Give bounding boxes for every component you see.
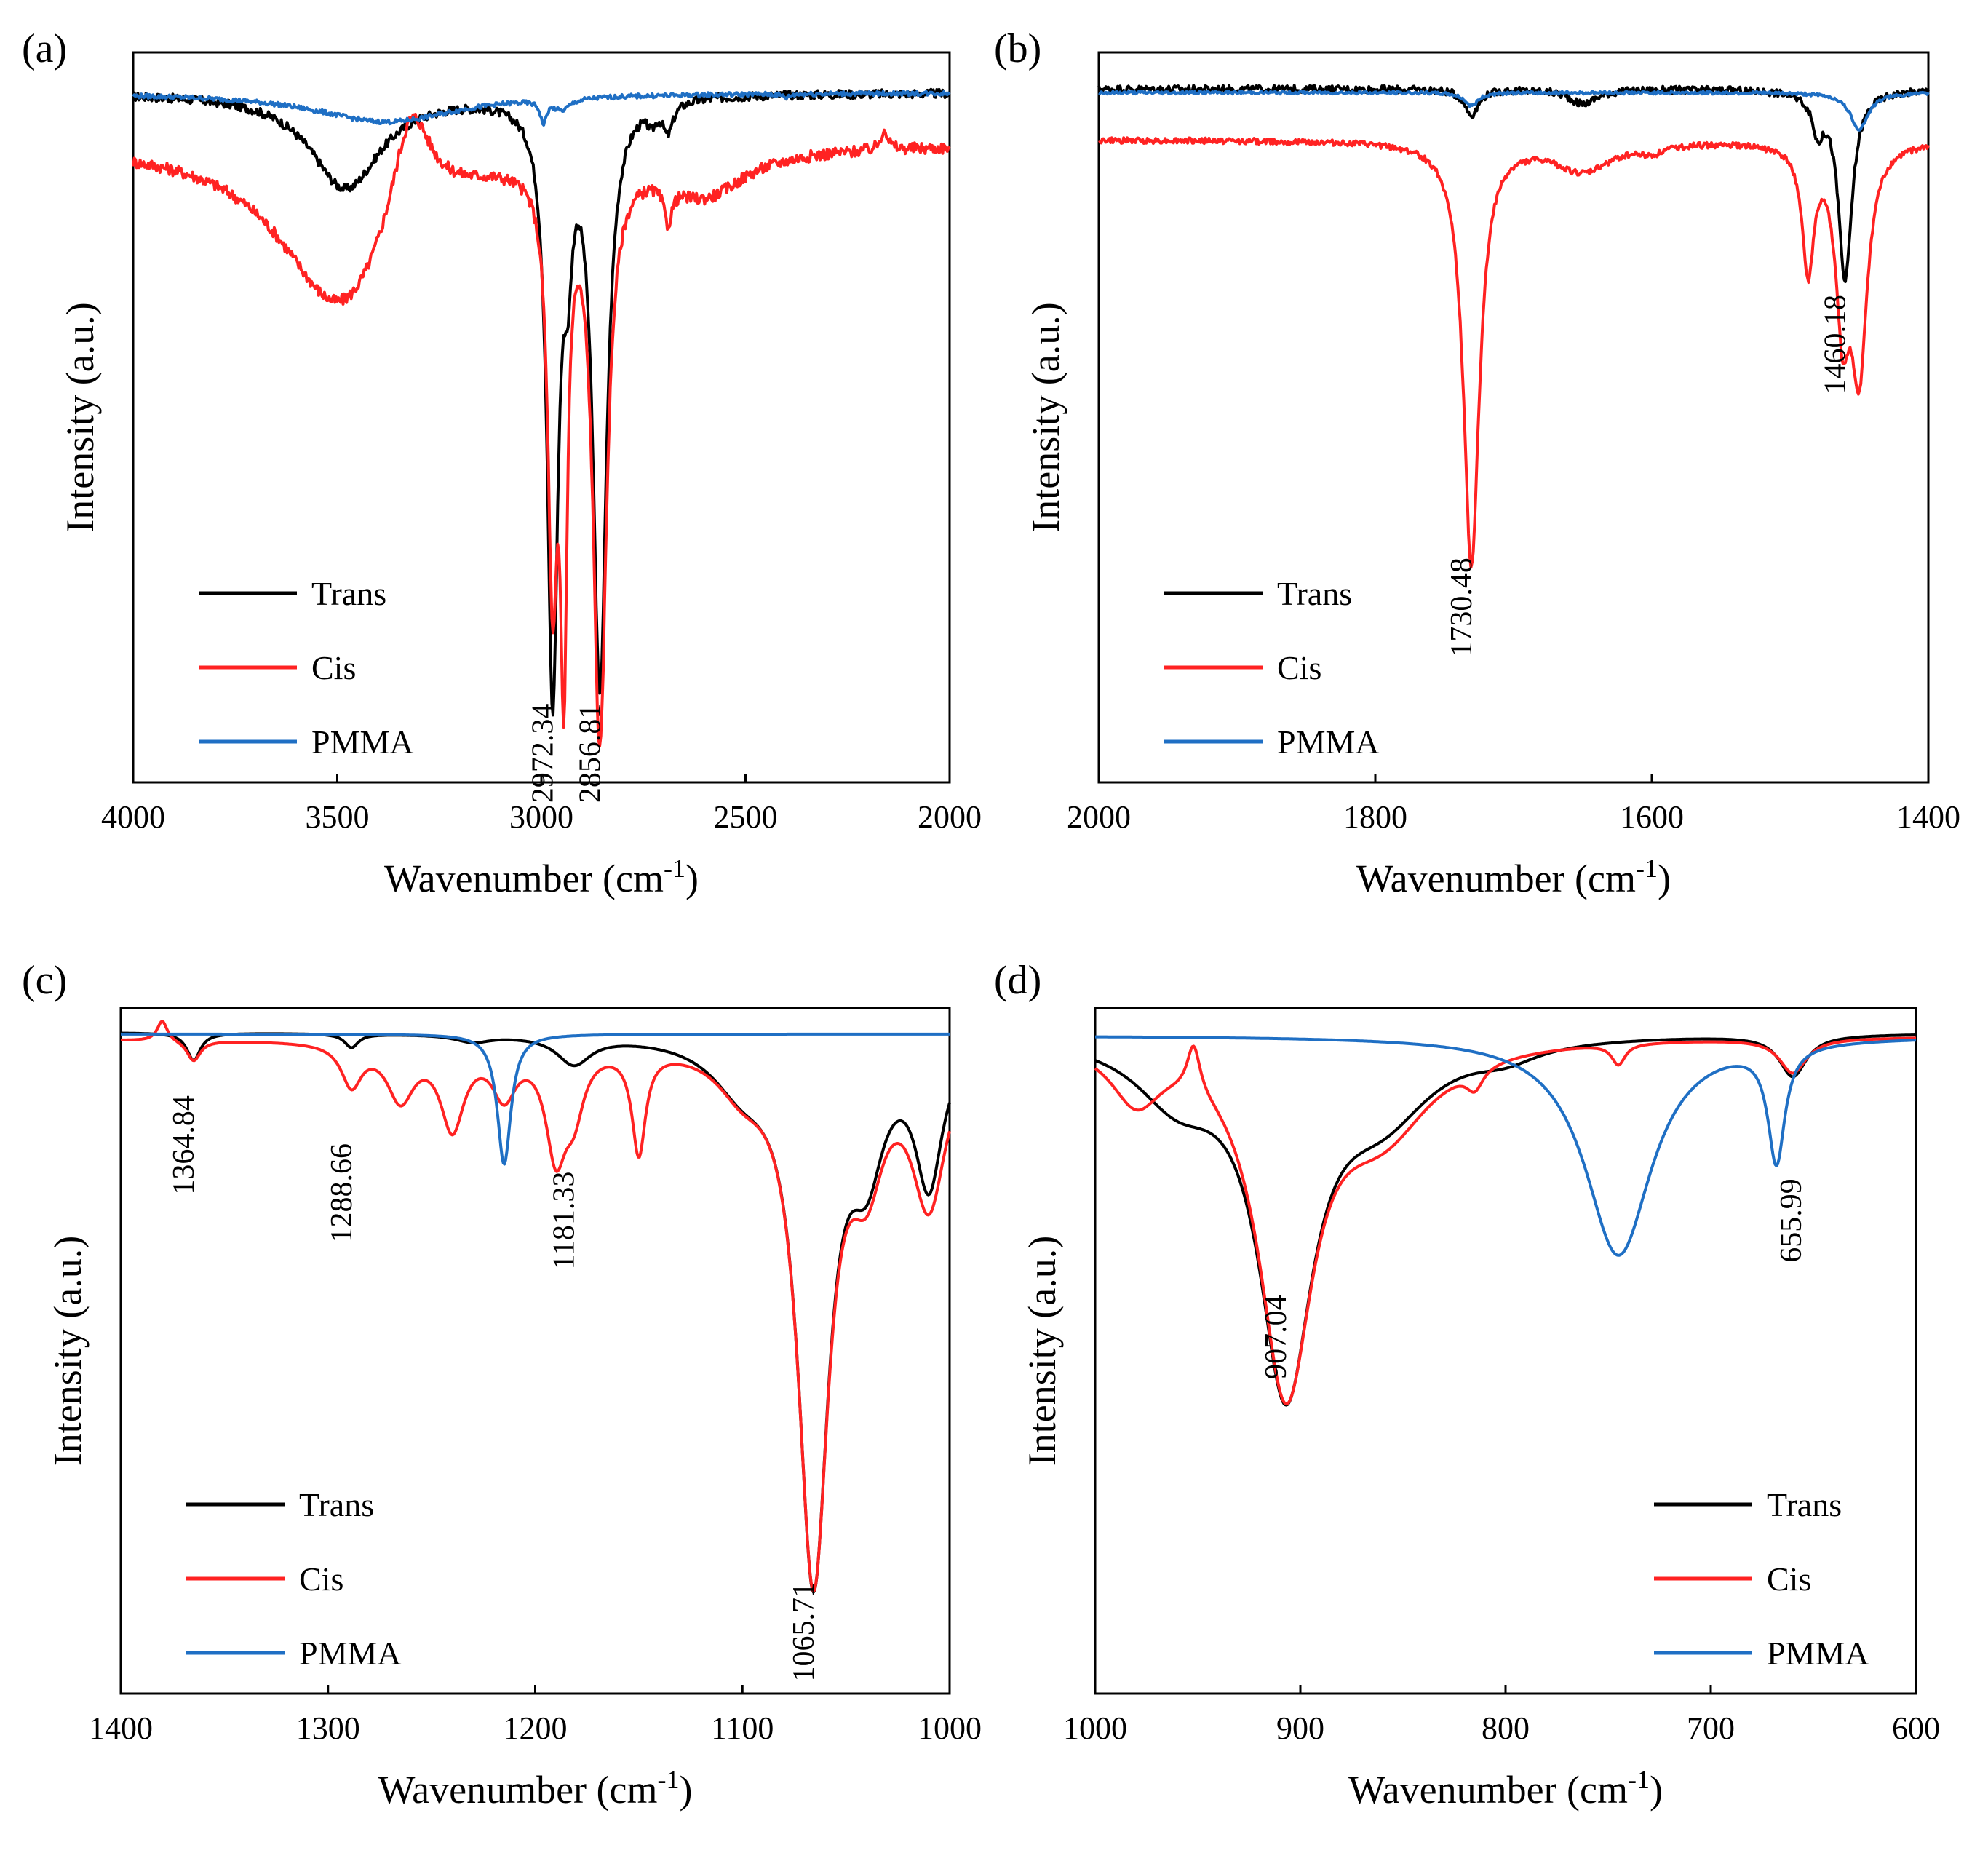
panel-a-frame	[132, 51, 951, 784]
panel-c-xlabel-sup: -1	[658, 1765, 680, 1794]
panel-a-xtick-label: 3000	[509, 799, 573, 835]
panel-d-xtick-label: 700	[1687, 1710, 1735, 1746]
panel-b-tag: (b)	[994, 26, 1041, 71]
panel-c-legend-label-pmma: PMMA	[299, 1635, 402, 1672]
panel-b-xtick-label: 1600	[1620, 799, 1684, 835]
panel-a: (a) 4000 3500 3000 2500 2000 2972.34 2856.81 Tr…	[22, 26, 982, 900]
panel-d-xtick-label: 1000	[1063, 1710, 1127, 1746]
panel-b-legend-label-trans: Trans	[1277, 575, 1352, 612]
panel-c-legend-label-cis: Cis	[299, 1560, 343, 1598]
panel-d-xtick-label: 900	[1276, 1710, 1324, 1746]
panel-b-xlabel-sup: -1	[1636, 854, 1658, 883]
panel-a-series-trans-line	[132, 87, 950, 717]
panel-d-legend-label-trans: Trans	[1767, 1486, 1842, 1523]
panel-a-peak-label: 2856.81	[573, 704, 607, 803]
panel-c-series-pmma-line	[120, 1032, 950, 1166]
panel-c-series-trans-line	[120, 1031, 951, 1594]
panel-b-legend-label-cis: Cis	[1277, 649, 1321, 686]
panel-c-peak-label: 1288.66	[325, 1143, 359, 1243]
panel-d-xlabel-close: )	[1650, 1768, 1663, 1812]
panel-a-xlabel-main: Wavenumber (cm	[384, 857, 664, 900]
panel-c-peak-label: 1364.84	[167, 1095, 201, 1195]
panel-a-series-pmma-line	[132, 90, 951, 127]
panel-b-peak-label: 1460.18	[1819, 295, 1853, 394]
panel-a-xtick-label: 4000	[101, 799, 165, 835]
panel-a-xlabel-close: )	[685, 857, 699, 900]
panel-b-xlabel: Wavenumber (cm-1)	[1356, 854, 1671, 900]
panel-b-xtick-label: 1400	[1896, 799, 1960, 835]
panel-a-ylabel: Intensity (a.u.)	[58, 302, 102, 532]
panel-a-xtick-label: 2000	[918, 799, 982, 835]
panel-b-xlabel-close: )	[1658, 857, 1671, 900]
panel-b-frame	[1097, 51, 1930, 784]
panel-c-ylabel: Intensity (a.u.)	[46, 1236, 90, 1466]
panel-b-plot: 2000 1800 1600 1400 1730.48 1460.18 Trans Cis PM…	[1067, 51, 1960, 835]
panel-c-xtick-label: 1400	[89, 1710, 153, 1746]
panel-d-peak-label: 655.99	[1775, 1178, 1808, 1263]
panel-c-legend-label-trans: Trans	[299, 1486, 374, 1523]
panel-c-plot: 1400 1300 1200 1100 1000 1364.84 1288.66 1181.3…	[89, 1007, 982, 1746]
panel-a-legend-label-cis: Cis	[311, 649, 356, 686]
panel-d: (d) 1000 900 800 700 600 907.04 655.99 Trans Cis…	[994, 958, 1940, 1812]
panel-a-legend-label-pmma: PMMA	[311, 723, 414, 761]
panel-a-legend-label-trans: Trans	[311, 575, 386, 612]
panel-a-plot: 4000 3500 3000 2500 2000 2972.34 2856.81 Trans C…	[101, 51, 982, 835]
panel-a-xtick-label: 3500	[306, 799, 370, 835]
panel-c-xlabel: Wavenumber (cm-1)	[378, 1765, 693, 1812]
panel-b-series-pmma-line	[1098, 90, 1930, 132]
panel-d-plot: 1000 900 800 700 600 907.04 655.99 Trans Cis PMMA	[1063, 1007, 1940, 1746]
panel-b-xtick-label: 2000	[1067, 799, 1131, 835]
panel-c-xtick-label: 1300	[296, 1710, 360, 1746]
panel-d-tag: (d)	[994, 958, 1041, 1003]
panel-d-series-pmma-line	[1094, 1035, 1917, 1257]
panel-d-peak-label: 907.04	[1260, 1295, 1293, 1379]
panel-c-frame	[119, 1007, 951, 1695]
panel-c-xtick-label: 1200	[504, 1710, 568, 1746]
panel-b-ylabel: Intensity (a.u.)	[1024, 302, 1067, 532]
panel-a-xlabel-sup: -1	[664, 854, 685, 883]
panel-d-ylabel: Intensity (a.u.)	[1020, 1236, 1064, 1466]
panel-b-xtick-label: 1800	[1343, 799, 1407, 835]
panel-a-series-cis-line	[132, 113, 951, 747]
panel-a-peak-label: 2972.34	[526, 704, 560, 804]
panel-a-xtick-label: 2500	[714, 799, 778, 835]
panel-c-xtick-label: 1000	[918, 1710, 982, 1746]
panel-d-xtick-label: 800	[1482, 1710, 1530, 1746]
panel-d-legend-label-cis: Cis	[1767, 1560, 1811, 1598]
panel-c-peak-label: 1181.33	[548, 1172, 581, 1270]
panel-d-xlabel-sup: -1	[1628, 1765, 1650, 1794]
panel-c-xtick-label: 1100	[711, 1710, 774, 1746]
panel-c-xlabel-close: )	[680, 1768, 693, 1812]
panel-b-xlabel-main: Wavenumber (cm	[1356, 857, 1636, 900]
panel-a-xlabel: Wavenumber (cm-1)	[384, 854, 699, 900]
panel-d-xlabel: Wavenumber (cm-1)	[1348, 1765, 1663, 1812]
panel-c-series-cis-line	[120, 1020, 951, 1593]
panel-b-series-cis-line	[1098, 136, 1930, 569]
panel-c: (c) 1400 1300 1200 1100 1000 1364.84 1288.66 11…	[22, 958, 982, 1812]
panel-b-peak-label: 1730.48	[1445, 558, 1479, 657]
panel-d-xtick-label: 600	[1892, 1710, 1940, 1746]
panel-c-peak-label: 1065.71	[787, 1582, 821, 1682]
panel-c-tag: (c)	[22, 958, 67, 1003]
panel-b: (b) 2000 1800 1600 1400 1730.48 1460.18 Trans C…	[994, 26, 1960, 900]
panel-d-xlabel-main: Wavenumber (cm	[1348, 1768, 1628, 1812]
panel-c-xlabel-main: Wavenumber (cm	[378, 1768, 658, 1812]
panel-a-tag: (a)	[22, 26, 67, 71]
panel-d-legend-label-pmma: PMMA	[1767, 1635, 1869, 1672]
panel-b-legend-label-pmma: PMMA	[1277, 723, 1380, 761]
